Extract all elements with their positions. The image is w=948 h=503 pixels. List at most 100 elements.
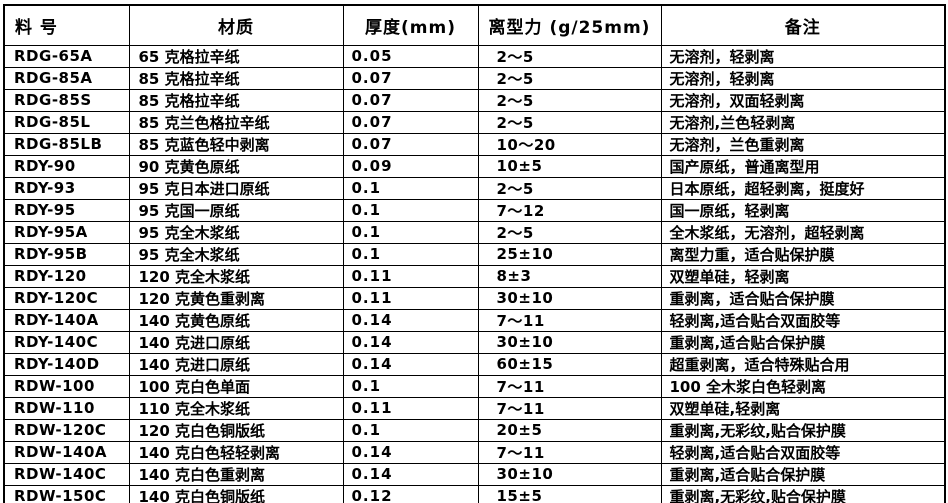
release-force-cell: 2～5	[477, 88, 662, 112]
material-cell: 140 克黄色原纸	[128, 308, 344, 332]
material-cell: 140 克进口原纸	[128, 352, 344, 376]
part-number-cell: RDY-93	[3, 176, 130, 200]
thickness-cell: 0.14	[342, 352, 479, 376]
remarks-cell: 100 全木浆白色轻剥离	[660, 374, 946, 398]
part-number-cell: RDY-140D	[3, 352, 130, 376]
table-row: RDW-100 100 克白色单面 0.1 7～11 100 全木浆白色轻剥离	[3, 374, 946, 398]
material-cell: 120 克全木浆纸	[128, 264, 344, 288]
release-force-cell: 2～5	[477, 176, 662, 200]
table-row: RDY-95B 95 克全木浆纸 0.1 25±10 离型力重，适合贴保护膜	[3, 242, 946, 266]
material-cell: 140 克进口原纸	[128, 330, 344, 354]
remarks-cell: 超重剥离，适合特殊贴合用	[660, 352, 946, 376]
thickness-cell: 0.07	[342, 88, 479, 112]
thickness-cell: 0.14	[342, 462, 479, 486]
remarks-cell: 无溶剂,兰色轻剥离	[660, 110, 946, 134]
part-number-cell: RDG-85L	[3, 110, 130, 134]
remarks-cell: 重剥离,无彩纹,贴合保护膜	[660, 484, 946, 503]
material-cell: 95 克全木浆纸	[128, 242, 344, 266]
part-number-cell: RDY-90	[3, 154, 130, 178]
table-row: RDG-65A 65 克格拉辛纸 0.05 2～5 无溶剂，轻剥离	[3, 44, 946, 68]
release-force-cell: 2～5	[477, 220, 662, 244]
material-cell: 120 克黄色重剥离	[128, 286, 344, 310]
column-header-material: 材质	[128, 4, 344, 46]
thickness-cell: 0.14	[342, 440, 479, 464]
material-cell: 120 克白色铜版纸	[128, 418, 344, 442]
release-force-cell: 20±5	[477, 418, 662, 442]
thickness-cell: 0.07	[342, 132, 479, 156]
release-force-cell: 7～11	[477, 308, 662, 332]
part-number-cell: RDW-100	[3, 374, 130, 398]
material-cell: 140 克白色铜版纸	[128, 484, 344, 503]
material-cell: 90 克黄色原纸	[128, 154, 344, 178]
thickness-cell: 0.12	[342, 484, 479, 503]
table-row: RDW-140A 140 克白色轻轻剥离 0.14 7～11 轻剥离,适合贴合双面胶等	[3, 440, 946, 464]
part-number-cell: RDW-110	[3, 396, 130, 420]
remarks-cell: 国一原纸，轻剥离	[660, 198, 946, 222]
part-number-cell: RDG-85LB	[3, 132, 130, 156]
release-force-cell: 30±10	[477, 330, 662, 354]
remarks-cell: 双塑单硅,轻剥离	[660, 396, 946, 420]
column-header-remarks: 备注	[660, 4, 946, 46]
part-number-cell: RDY-140C	[3, 330, 130, 354]
release-force-cell: 7～11	[477, 440, 662, 464]
table-row: RDY-120C 120 克黄色重剥离 0.11 30±10 重剥离，适合贴合保护膜	[3, 286, 946, 310]
thickness-cell: 0.1	[342, 176, 479, 200]
material-cell: 95 克日本进口原纸	[128, 176, 344, 200]
remarks-cell: 全木浆纸，无溶剂，超轻剥离	[660, 220, 946, 244]
release-force-cell: 60±15	[477, 352, 662, 376]
part-number-cell: RDG-65A	[3, 44, 130, 68]
material-cell: 85 克蓝色轻中剥离	[128, 132, 344, 156]
table-row: RDW-120C 120 克白色铜版纸 0.1 20±5 重剥离,无彩纹,贴合保护膜	[3, 418, 946, 442]
material-cell: 140 克白色重剥离	[128, 462, 344, 486]
table-row: RDG-85A 85 克格拉辛纸 0.07 2～5 无溶剂，轻剥离	[3, 66, 946, 90]
table-row: RDW-150C 140 克白色铜版纸 0.12 15±5 重剥离,无彩纹,贴合保护膜	[3, 484, 946, 503]
header-row: 料 号 材质 厚度(mm) 离型力 (g/25mm) 备注	[3, 4, 946, 46]
material-cell: 65 克格拉辛纸	[128, 44, 344, 68]
part-number-cell: RDG-85S	[3, 88, 130, 112]
thickness-cell: 0.11	[342, 286, 479, 310]
table-row: RDW-110 110 克全木浆纸 0.11 7～11 双塑单硅,轻剥离	[3, 396, 946, 420]
release-force-cell: 10±5	[477, 154, 662, 178]
thickness-cell: 0.14	[342, 330, 479, 354]
thickness-cell: 0.11	[342, 264, 479, 288]
thickness-cell: 0.1	[342, 242, 479, 266]
remarks-cell: 日本原纸，超轻剥离，挺度好	[660, 176, 946, 200]
remarks-cell: 国产原纸，普通离型用	[660, 154, 946, 178]
table-row: RDY-95A 95 克全木浆纸 0.1 2～5 全木浆纸，无溶剂，超轻剥离	[3, 220, 946, 244]
remarks-cell: 无溶剂，双面轻剥离	[660, 88, 946, 112]
table-row: RDG-85S 85 克格拉辛纸 0.07 2～5 无溶剂，双面轻剥离	[3, 88, 946, 112]
release-force-cell: 7～11	[477, 374, 662, 398]
table-row: RDG-85L 85 克兰色格拉辛纸 0.07 2～5 无溶剂,兰色轻剥离	[3, 110, 946, 134]
table-row: RDY-120 120 克全木浆纸 0.11 8±3 双塑单硅，轻剥离	[3, 264, 946, 288]
material-cell: 95 克国一原纸	[128, 198, 344, 222]
remarks-cell: 双塑单硅，轻剥离	[660, 264, 946, 288]
release-force-cell: 15±5	[477, 484, 662, 503]
remarks-cell: 轻剥离,适合贴合双面胶等	[660, 308, 946, 332]
thickness-cell: 0.1	[342, 198, 479, 222]
table-row: RDW-140C 140 克白色重剥离 0.14 30±10 重剥离,适合贴合保护膜	[3, 462, 946, 486]
part-number-cell: RDY-95	[3, 198, 130, 222]
remarks-cell: 无溶剂，轻剥离	[660, 44, 946, 68]
remarks-cell: 无溶剂，轻剥离	[660, 66, 946, 90]
release-force-cell: 25±10	[477, 242, 662, 266]
column-header-part-number: 料 号	[3, 4, 130, 46]
part-number-cell: RDW-140C	[3, 462, 130, 486]
column-header-release-force: 离型力 (g/25mm)	[477, 4, 662, 46]
thickness-cell: 0.14	[342, 308, 479, 332]
material-cell: 95 克全木浆纸	[128, 220, 344, 244]
table-row: RDY-140C 140 克进口原纸 0.14 30±10 重剥离,适合贴合保护膜	[3, 330, 946, 354]
material-cell: 85 克兰色格拉辛纸	[128, 110, 344, 134]
release-force-cell: 2～5	[477, 66, 662, 90]
thickness-cell: 0.1	[342, 418, 479, 442]
thickness-cell: 0.1	[342, 374, 479, 398]
release-paper-spec-table: 料 号 材质 厚度(mm) 离型力 (g/25mm) 备注 RDG-65A 65 …	[3, 4, 946, 503]
material-cell: 140 克白色轻轻剥离	[128, 440, 344, 464]
table-row: RDY-140D 140 克进口原纸 0.14 60±15 超重剥离，适合特殊贴合用	[3, 352, 946, 376]
part-number-cell: RDY-140A	[3, 308, 130, 332]
release-force-cell: 7～12	[477, 198, 662, 222]
remarks-cell: 离型力重，适合贴保护膜	[660, 242, 946, 266]
remarks-cell: 无溶剂，兰色重剥离	[660, 132, 946, 156]
material-cell: 85 克格拉辛纸	[128, 88, 344, 112]
part-number-cell: RDW-120C	[3, 418, 130, 442]
